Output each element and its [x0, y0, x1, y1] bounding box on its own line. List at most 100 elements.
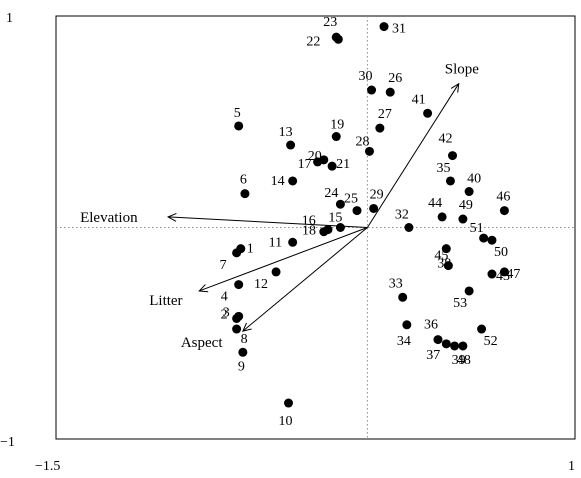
site-point-19: [331, 132, 341, 142]
site-label-53: 53: [453, 296, 467, 311]
vector-aspect: [242, 227, 368, 332]
site-point-3: [234, 311, 244, 321]
site-point-15: [335, 223, 345, 232]
site-label-50: 50: [494, 245, 508, 260]
site-point-32: [404, 223, 414, 232]
site-point-48: [458, 341, 468, 351]
vector-label-elevation: Elevation: [80, 210, 138, 226]
site-point-53: [464, 286, 474, 296]
site-label-19: 19: [330, 118, 344, 133]
site-label-32: 32: [395, 208, 409, 223]
site-point-43: [487, 269, 497, 279]
site-label-41: 41: [412, 92, 426, 107]
site-point-41: [423, 108, 433, 118]
site-point-23: [331, 32, 341, 42]
vector-litter: [199, 227, 368, 292]
site-point-25: [352, 206, 362, 216]
site-label-45: 45: [434, 249, 448, 264]
site-label-31: 31: [392, 22, 406, 37]
site-point-31: [379, 22, 389, 32]
site-label-52: 52: [484, 334, 498, 349]
site-point-35: [445, 176, 455, 186]
site-label-10: 10: [279, 414, 293, 429]
site-point-12: [271, 267, 281, 277]
site-point-13: [286, 140, 296, 150]
site-point-11: [288, 237, 298, 247]
site-label-13: 13: [279, 125, 293, 140]
site-point-27: [375, 123, 385, 133]
site-point-20: [319, 155, 329, 165]
site-point-26: [385, 87, 395, 97]
site-label-23: 23: [323, 15, 337, 30]
site-label-44: 44: [428, 196, 442, 211]
site-label-16: 16: [302, 214, 316, 229]
site-point-33: [398, 292, 408, 302]
site-point-9: [238, 347, 248, 357]
site-label-36: 36: [424, 318, 438, 333]
site-point-18: [323, 225, 333, 235]
vector-arrowhead-litter: [198, 284, 209, 293]
site-label-8: 8: [241, 332, 248, 347]
x-tick-left: −1.5: [35, 459, 60, 474]
vector-arrowhead-aspect: [241, 322, 252, 332]
site-label-47: 47: [506, 267, 520, 282]
site-label-3: 3: [223, 305, 230, 320]
site-point-5: [234, 121, 244, 131]
site-label-12: 12: [254, 277, 268, 292]
site-label-21: 21: [336, 157, 350, 172]
vector-arrowhead-slope: [450, 82, 460, 93]
site-point-30: [367, 85, 377, 95]
site-label-48: 48: [457, 353, 471, 368]
site-point-47: [499, 267, 509, 277]
site-point-24: [335, 199, 345, 209]
site-label-46: 46: [496, 190, 510, 205]
site-label-30: 30: [359, 69, 373, 84]
site-label-34: 34: [397, 334, 411, 349]
site-label-39: 39: [452, 353, 466, 368]
site-label-5: 5: [234, 106, 241, 121]
site-point-21: [327, 161, 337, 171]
x-tick-right: 1: [568, 459, 575, 474]
site-label-49: 49: [459, 198, 473, 213]
site-point-7: [232, 248, 242, 258]
site-label-20: 20: [308, 149, 322, 164]
site-label-33: 33: [389, 276, 403, 291]
vector-layer: Elevation Slope Litter Aspect: [80, 62, 479, 351]
site-point-36: [433, 335, 443, 345]
vector-arrowhead-elevation: [166, 212, 177, 222]
site-point-37: [441, 339, 451, 349]
site-point-14: [288, 176, 298, 186]
site-point-46: [499, 206, 509, 216]
vector-label-aspect: Aspect: [181, 335, 223, 351]
site-label-17: 17: [298, 157, 312, 172]
site-label-22: 22: [306, 34, 320, 49]
site-point-6: [240, 189, 250, 199]
site-label-29: 29: [370, 187, 384, 202]
vector-elevation: [168, 216, 368, 228]
site-label-40: 40: [467, 172, 481, 187]
site-label-18: 18: [302, 224, 316, 239]
vector-label-slope: Slope: [445, 62, 480, 78]
site-point-50: [487, 235, 497, 245]
site-point-42: [448, 151, 458, 161]
site-label-6: 6: [240, 173, 247, 188]
site-label-14: 14: [271, 174, 285, 189]
site-point-45: [443, 261, 453, 271]
site-point-34: [402, 320, 412, 330]
site-label-24: 24: [324, 186, 338, 201]
site-label-2: 2: [221, 307, 228, 322]
site-label-1: 1: [247, 242, 254, 257]
site-point-8: [232, 324, 242, 334]
site-point-40: [464, 187, 474, 197]
site-label-26: 26: [388, 71, 402, 86]
site-label-9: 9: [238, 359, 245, 374]
site-point-29: [369, 203, 379, 213]
site-point-52: [477, 324, 487, 334]
site-point-39: [450, 341, 460, 351]
site-point-4: [234, 280, 244, 290]
site-point-28: [364, 146, 374, 156]
site-label-35: 35: [436, 161, 450, 176]
y-tick-top: 1: [6, 11, 13, 26]
